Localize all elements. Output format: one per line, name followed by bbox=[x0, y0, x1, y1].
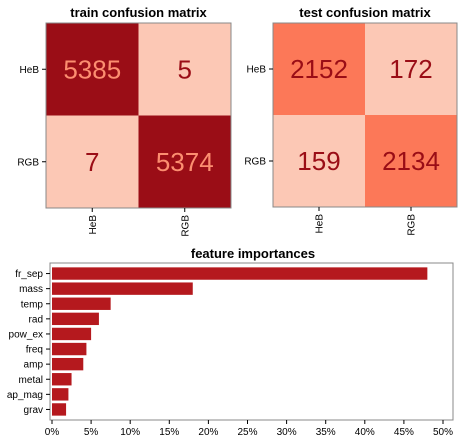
y-tick-label: rad bbox=[29, 314, 43, 325]
bar-mass bbox=[52, 282, 193, 295]
y-tick-label: amp bbox=[24, 360, 44, 371]
x-tick-label: 20% bbox=[198, 427, 218, 438]
x-tick-label: 50% bbox=[433, 427, 453, 438]
x-tick-label: HeB bbox=[88, 215, 99, 235]
y-tick-label: metal bbox=[19, 375, 43, 386]
bar-fr_sep bbox=[52, 267, 428, 280]
x-tick-label: 30% bbox=[277, 427, 297, 438]
matrix-cell bbox=[365, 23, 457, 115]
y-tick-label: HeB bbox=[247, 65, 267, 76]
x-tick-label: 15% bbox=[159, 427, 179, 438]
bar-metal bbox=[52, 373, 72, 386]
x-tick-label: 0% bbox=[45, 427, 60, 438]
y-tick-label: pow_ex bbox=[9, 329, 43, 340]
cell-value-label: 172 bbox=[389, 54, 432, 84]
cell-value-label: 7 bbox=[85, 147, 99, 177]
matrix-cell bbox=[273, 115, 365, 207]
test-confusion-matrix: test confusion matrix 2152 172 159 2134 HeB R… bbox=[244, 5, 458, 236]
cell-value-label: 5374 bbox=[156, 147, 214, 177]
cell-value-label: 2152 bbox=[290, 54, 348, 84]
bar-amp bbox=[52, 357, 84, 371]
plot-frame bbox=[49, 262, 454, 421]
bar-grav bbox=[52, 403, 67, 416]
y-tick-label: HeB bbox=[20, 65, 40, 76]
y-tick-label: freq bbox=[26, 345, 43, 356]
test-matrix-title: test confusion matrix bbox=[299, 5, 431, 20]
x-tick-label: 35% bbox=[316, 427, 336, 438]
matrix-cell bbox=[46, 23, 139, 116]
x-tick-label: HeB bbox=[315, 214, 326, 234]
train-confusion-matrix: train confusion matrix 5385 5 7 5374 HeB RGB H… bbox=[17, 5, 232, 237]
x-tick-label: 5% bbox=[84, 427, 99, 438]
x-tick-label: 40% bbox=[355, 427, 375, 438]
x-tick-label: 25% bbox=[237, 427, 257, 438]
matrix-cell bbox=[365, 115, 457, 207]
bar-freq bbox=[52, 342, 87, 356]
y-tick-label: RGB bbox=[17, 157, 39, 168]
matrix-frame bbox=[45, 22, 232, 209]
cell-value-label: 5385 bbox=[63, 54, 121, 84]
x-tick-label: RGB bbox=[407, 214, 418, 236]
y-tick-label: temp bbox=[21, 299, 44, 310]
y-tick-label: mass bbox=[19, 284, 43, 295]
matrix-cell bbox=[138, 23, 231, 116]
matrix-cell bbox=[138, 115, 231, 208]
matrix-cell bbox=[46, 115, 139, 208]
cell-value-label: 5 bbox=[178, 54, 192, 84]
x-tick-label: 45% bbox=[394, 427, 414, 438]
y-tick-label: grav bbox=[24, 405, 43, 416]
x-tick-label: RGB bbox=[180, 215, 191, 237]
train-matrix-title: train confusion matrix bbox=[70, 5, 207, 20]
matrix-cell bbox=[273, 23, 365, 115]
matrix-frame bbox=[272, 22, 458, 208]
cell-value-label: 159 bbox=[297, 146, 340, 176]
y-tick-label: ap_mag bbox=[7, 390, 43, 401]
bar-rad bbox=[52, 312, 99, 326]
bar-ap_mag bbox=[52, 388, 69, 401]
y-tick-label: RGB bbox=[244, 157, 266, 168]
bar-pow_ex bbox=[52, 327, 92, 341]
bar-temp bbox=[52, 297, 111, 310]
feature-importances-title: feature importances bbox=[191, 246, 315, 261]
y-tick-label: fr_sep bbox=[15, 269, 43, 280]
cell-value-label: 2134 bbox=[382, 146, 440, 176]
x-tick-label: 10% bbox=[120, 427, 140, 438]
